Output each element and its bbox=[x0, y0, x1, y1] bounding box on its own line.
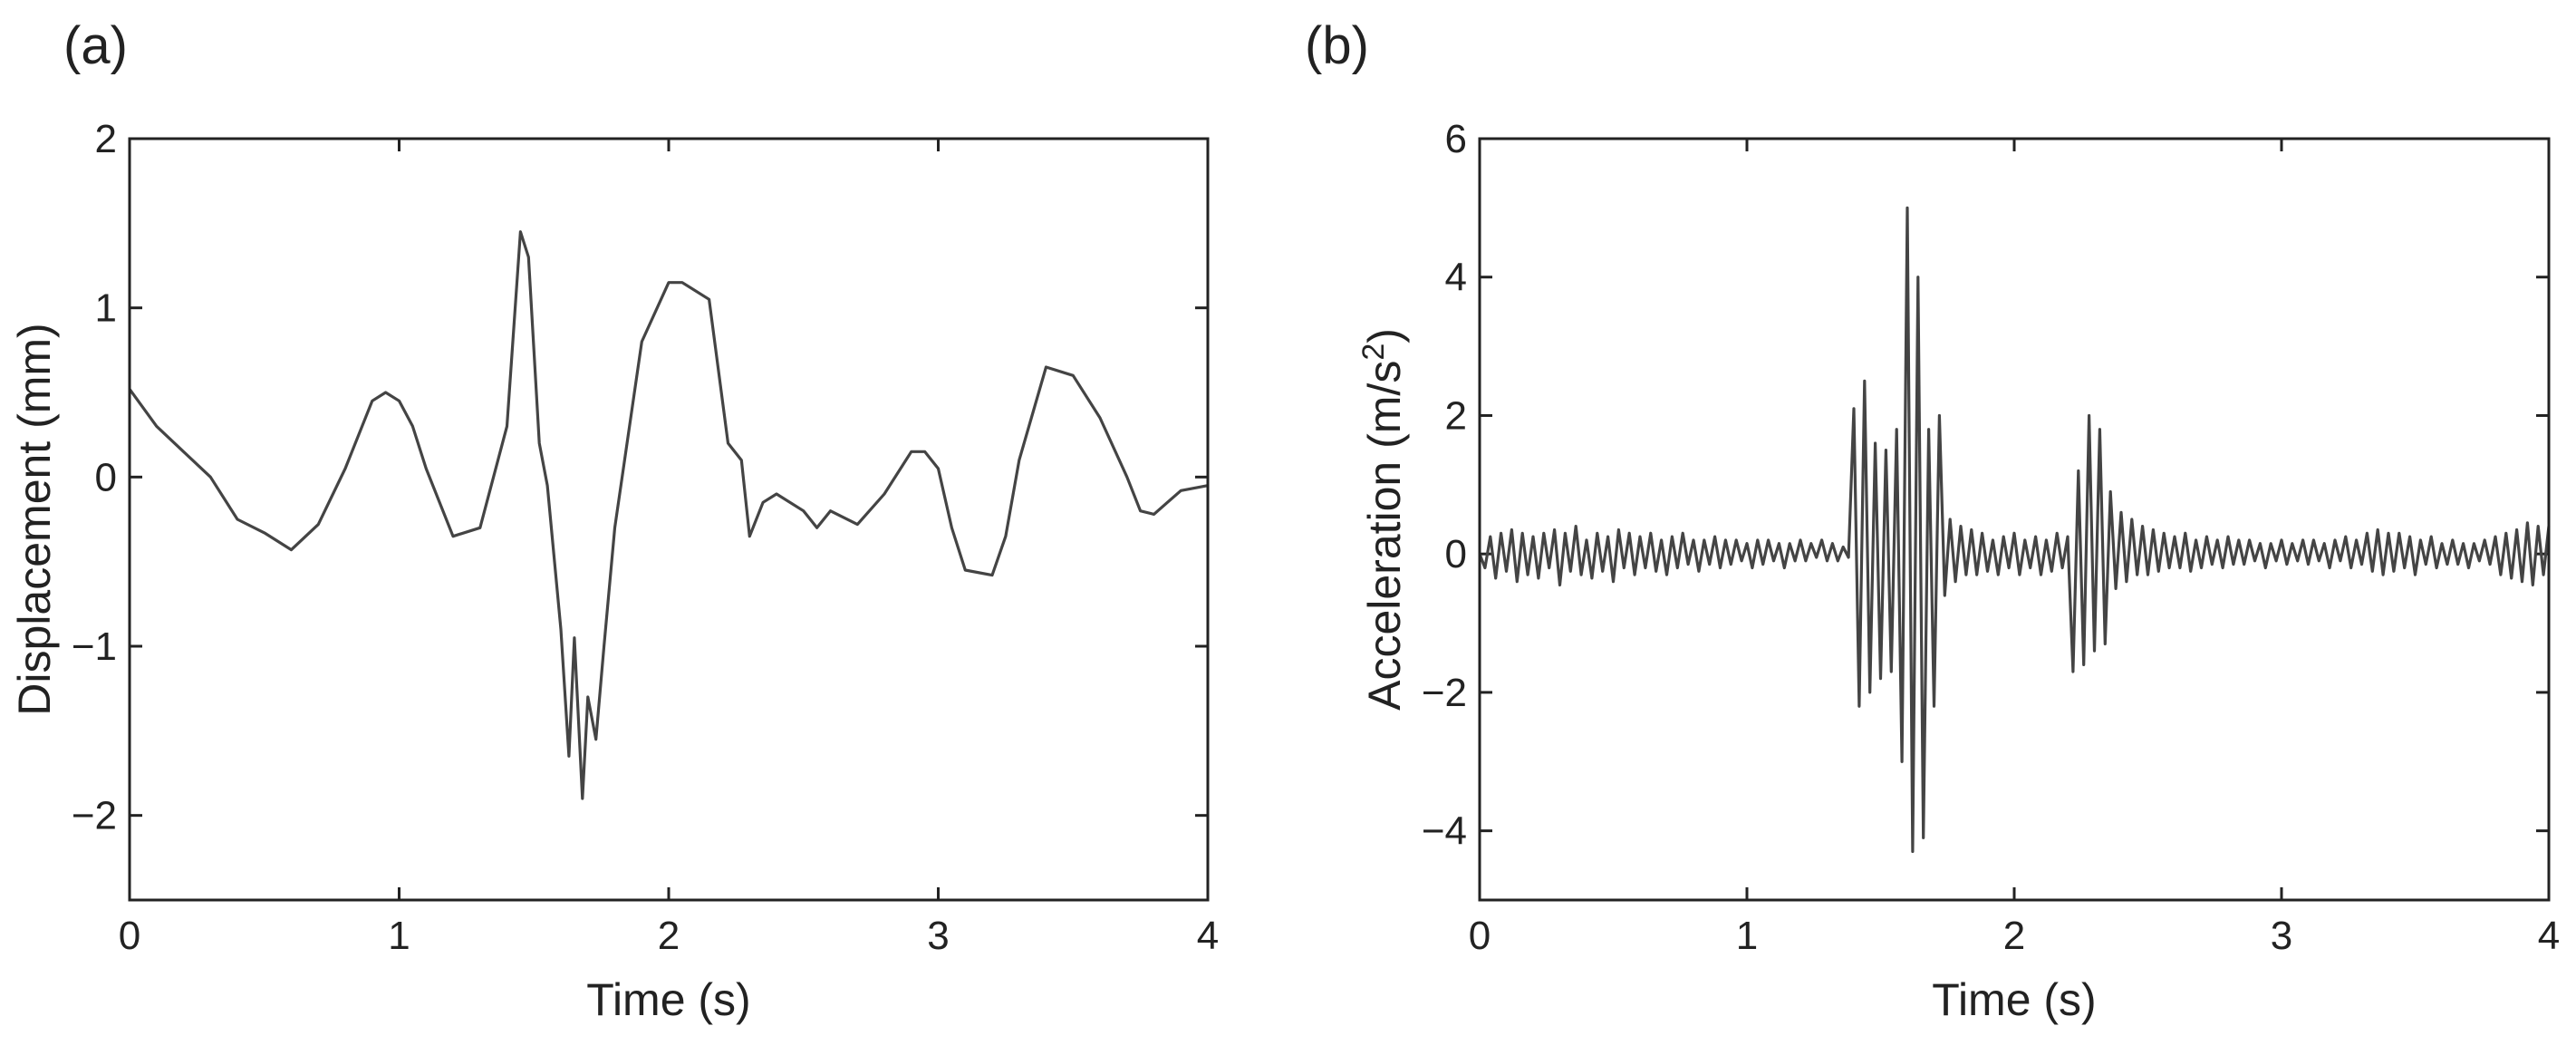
panel-a-y-tick-label: 0 bbox=[95, 455, 117, 499]
panel-b-x-tick-label: 0 bbox=[1469, 914, 1491, 958]
panel-b-plot-frame bbox=[1478, 137, 2551, 902]
panel-b-y-tick-label: −2 bbox=[1422, 671, 1467, 715]
panel-a-y-tick-label: −1 bbox=[72, 624, 117, 669]
panel-b-y-axis-label: Acceleration (m/s2) bbox=[1356, 328, 1410, 711]
panel-b-y-tick-label: 0 bbox=[1445, 532, 1467, 576]
panel-a-x-tick-label: 0 bbox=[119, 914, 140, 958]
panel-b-y-tick-label: 6 bbox=[1445, 117, 1467, 161]
panel-a-ticks: 0 1 2 3 4 −2 −1 0 1 2 bbox=[72, 117, 1219, 958]
panel-a-plot-frame bbox=[128, 137, 1210, 902]
panel-b-y-tick-label: 4 bbox=[1445, 256, 1467, 300]
panel-b-x-tick-label: 4 bbox=[2538, 914, 2560, 958]
panel-a-x-tick-label: 4 bbox=[1197, 914, 1219, 958]
panel-a-y-axis-label: Displacement (mm) bbox=[9, 323, 60, 715]
panel-a: (a) 0 1 2 3 4 −2 −1 0 1 2 Time (s) Displacement (… bbox=[9, 16, 1219, 1025]
panel-b: (b) 0 1 2 3 4 −4 −2 0 2 4 6 Time (s) Acceleration … bbox=[1305, 16, 2560, 1025]
panel-a-y-tick-label: 1 bbox=[95, 286, 117, 331]
panel-a-x-tick-label: 1 bbox=[388, 914, 410, 958]
panel-b-x-tick-label: 3 bbox=[2271, 914, 2292, 958]
panel-b-y-axis-label-suffix: ) bbox=[1359, 328, 1410, 344]
panel-b-ticks: 0 1 2 3 4 −4 −2 0 2 4 6 bbox=[1422, 117, 2560, 958]
panel-a-y-tick-label: 2 bbox=[95, 117, 117, 161]
panel-b-x-axis-label: Time (s) bbox=[1932, 974, 2096, 1025]
panel-b-label: (b) bbox=[1305, 16, 1369, 75]
panel-a-series-line bbox=[128, 230, 1209, 800]
panel-b-y-tick-label: 2 bbox=[1445, 393, 1467, 438]
panel-a-x-axis-label: Time (s) bbox=[586, 974, 750, 1025]
panel-b-y-tick-label: −4 bbox=[1422, 809, 1467, 854]
panel-a-label: (a) bbox=[63, 16, 128, 75]
panel-a-y-tick-label: −2 bbox=[72, 794, 117, 838]
panel-b-x-tick-label: 2 bbox=[2003, 914, 2025, 958]
panel-b-series-line bbox=[1478, 206, 2551, 854]
panel-a-x-tick-label: 2 bbox=[658, 914, 680, 958]
panel-a-x-tick-label: 3 bbox=[927, 914, 949, 958]
panel-b-y-axis-label-main: Acceleration (m/s bbox=[1359, 361, 1410, 711]
panel-b-x-tick-label: 1 bbox=[1736, 914, 1758, 958]
panel-b-y-axis-label-superscript: 2 bbox=[1356, 344, 1391, 361]
